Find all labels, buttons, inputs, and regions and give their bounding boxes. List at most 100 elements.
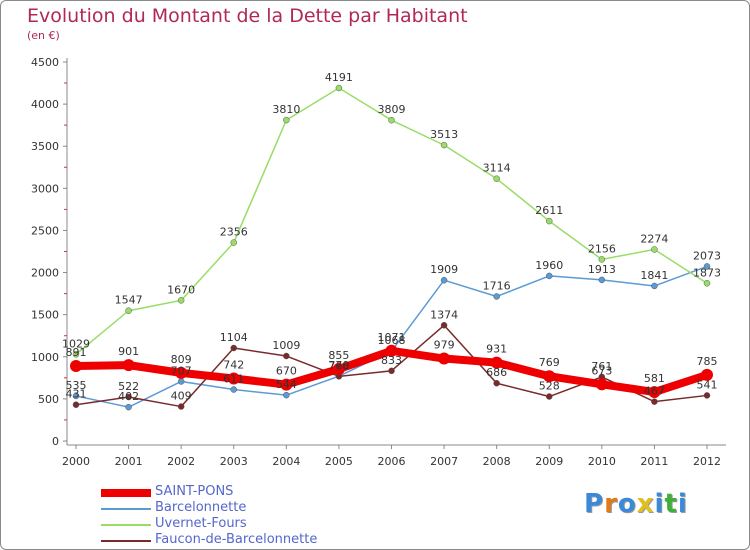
- data-point: [651, 246, 658, 253]
- logo-letter: t: [664, 489, 678, 519]
- data-label: 1029: [62, 337, 90, 350]
- data-point: [703, 263, 711, 270]
- data-label: 3810: [272, 103, 300, 116]
- logo-letter: o: [617, 489, 637, 519]
- data-label: 3114: [483, 162, 511, 175]
- data-point: [230, 239, 237, 246]
- data-label: 1716: [483, 279, 511, 292]
- data-point: [388, 367, 395, 375]
- legend-swatch: [101, 524, 151, 526]
- data-point: [72, 401, 80, 408]
- data-label: 1670: [167, 283, 195, 296]
- data-point: [546, 217, 553, 225]
- data-point: [493, 379, 500, 387]
- series-points: [70, 84, 713, 411]
- logo-letter: i: [677, 489, 688, 519]
- axes: 0 500 1000 1500 2000 2500 3000 3500 4000 4500 2000…: [31, 56, 726, 468]
- data-label: 1913: [588, 263, 616, 276]
- x-tick-label: 2001: [115, 455, 143, 468]
- y-tick-label: 4500: [31, 56, 59, 69]
- data-point: [703, 392, 711, 399]
- data-label: 2073: [693, 249, 721, 262]
- data-point: [177, 403, 185, 410]
- data-label: 670: [276, 365, 297, 378]
- data-point: [493, 175, 500, 182]
- data-label: 522: [118, 380, 139, 393]
- data-point: [122, 359, 135, 372]
- y-tick-label: 1500: [31, 309, 59, 322]
- data-point: [703, 280, 711, 287]
- data-label: 1374: [430, 308, 458, 321]
- data-point: [490, 356, 503, 369]
- data-label: 901: [118, 345, 139, 358]
- data-point: [598, 256, 606, 263]
- x-tick-label: 2006: [378, 455, 406, 468]
- data-point: [440, 322, 448, 329]
- data-label: 1960: [535, 259, 563, 272]
- data-point: [388, 116, 395, 124]
- data-label: 673: [591, 364, 612, 377]
- data-label: 769: [539, 356, 560, 369]
- legend-label: Barcelonnette: [155, 500, 247, 515]
- data-label: 3809: [378, 103, 406, 116]
- data-point: [283, 352, 290, 360]
- data-label: 431: [66, 388, 87, 401]
- data-point: [438, 352, 451, 365]
- data-labels: 535 402 707 611 544 770 1068 1909 1716 1960 1913 18…: [62, 71, 721, 403]
- data-point: [177, 378, 185, 385]
- data-label: 742: [223, 359, 244, 372]
- data-label: 528: [539, 380, 560, 393]
- data-label: 2611: [535, 204, 563, 217]
- y-tick-label: 3000: [31, 182, 59, 195]
- x-tick-label: 2000: [62, 455, 90, 468]
- data-point: [280, 378, 293, 391]
- data-point: [546, 272, 553, 280]
- data-point: [125, 307, 132, 314]
- data-label: 409: [171, 390, 192, 403]
- x-tick-label: 2012: [693, 455, 721, 468]
- data-point: [230, 386, 237, 393]
- data-label: 611: [223, 373, 244, 386]
- logo-letter: i: [654, 489, 665, 519]
- data-label: 2274: [640, 232, 668, 245]
- data-label: 768: [328, 359, 349, 372]
- y-tick-label: 2500: [31, 224, 59, 237]
- data-label: 707: [171, 364, 192, 377]
- data-point: [701, 368, 713, 381]
- x-tick-label: 2002: [167, 455, 195, 468]
- data-point: [598, 276, 606, 284]
- data-label: 581: [644, 372, 665, 385]
- data-point: [493, 293, 500, 300]
- y-tick-label: 4000: [31, 98, 59, 111]
- data-label: 535: [66, 379, 87, 392]
- data-label: 544: [276, 378, 297, 391]
- legend-label: Faucon-de-Barcelonnette: [155, 532, 318, 547]
- data-label: 770: [328, 359, 349, 372]
- data-point: [125, 403, 132, 411]
- logo-letter: r: [604, 489, 618, 519]
- legend-swatch: [101, 489, 151, 497]
- data-point: [70, 359, 82, 372]
- data-point: [546, 393, 553, 400]
- data-label: 1547: [115, 294, 143, 307]
- data-point: [177, 297, 185, 304]
- x-tick-label: 2009: [535, 455, 563, 468]
- data-point: [648, 386, 661, 399]
- data-point: [72, 392, 80, 400]
- x-tick-label: 2003: [220, 455, 248, 468]
- x-tick-label: 2005: [325, 455, 353, 468]
- data-point: [125, 393, 132, 401]
- data-label: 4191: [325, 71, 353, 84]
- x-tick-label: 2010: [588, 455, 616, 468]
- data-point: [227, 372, 240, 385]
- chart-title: Evolution du Montant de la Dette par Hab…: [27, 5, 468, 27]
- data-point: [230, 344, 237, 352]
- data-point: [332, 362, 345, 375]
- legend-label: SAINT-PONS: [155, 484, 234, 499]
- data-point: [440, 141, 448, 149]
- series-line-2: [75, 87, 708, 356]
- x-tick-label: 2004: [272, 455, 300, 468]
- data-label: 1009: [272, 339, 300, 352]
- proxiti-logo: Proxiti: [584, 489, 688, 519]
